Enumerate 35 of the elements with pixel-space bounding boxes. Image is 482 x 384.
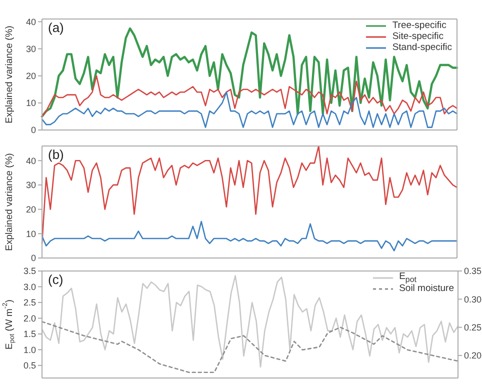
y-tick-label: 3.5 [23, 266, 36, 276]
line-series [41, 91, 458, 128]
y-tick-label: 30 [26, 44, 36, 54]
y-tick-label: 20 [26, 204, 36, 214]
y-tick-label: 1.5 [23, 329, 36, 340]
y-tick-label: 2.0 [23, 313, 36, 324]
y-tick-label: 40 [26, 156, 36, 166]
y2-tick-label: 0.20 [464, 350, 482, 361]
legend-label: E$_{pot}$ [399, 270, 416, 284]
y-tick-label: 10 [26, 98, 36, 108]
y-tick-label: 0.5 [23, 360, 36, 371]
legend-label: Site-specific [392, 31, 444, 42]
line-series [41, 321, 459, 374]
legend-label: Soil moisture [399, 283, 454, 294]
line-series [41, 220, 458, 252]
y-tick-label: 40 [26, 16, 36, 27]
y-tick-label: 20 [26, 71, 36, 82]
chart-title: (b) [48, 147, 64, 162]
y-tick-label: 0 [30, 125, 36, 136]
chart-title: (a) [48, 20, 64, 35]
chart-title: (c) [48, 272, 64, 287]
y-tick-label: 3.0 [23, 282, 36, 292]
y-tick-label: 2.5 [23, 298, 36, 308]
legend-label: Stand-specific [392, 42, 452, 53]
y2-tick-label: 0.30 [464, 294, 482, 304]
y-axis-title: Explained variance (%) [4, 153, 14, 251]
y-tick-label: 30 [26, 180, 36, 190]
y-tick-label: 1.0 [23, 344, 36, 355]
line-series [41, 75, 458, 118]
y-tick-label: 0 [30, 253, 36, 264]
y-axis-title: Explained variance (%) [4, 26, 14, 124]
y-tick-label: 10 [26, 228, 36, 239]
y2-tick-label: 0.25 [464, 322, 482, 333]
legend-label: Tree-specific [392, 20, 446, 31]
y2-tick-label: 0.35 [464, 266, 482, 276]
